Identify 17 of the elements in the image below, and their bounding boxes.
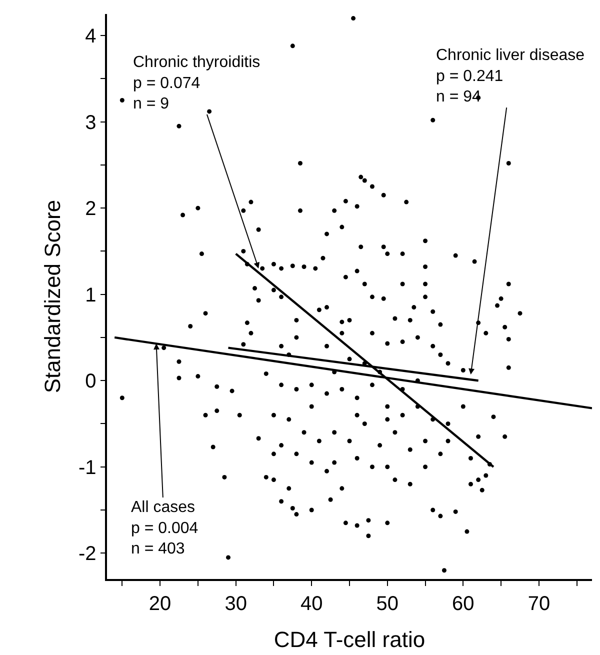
x-tick-label: 50 — [376, 592, 399, 615]
x-tick-label: 30 — [224, 592, 247, 615]
y-tick-label: -2 — [78, 543, 96, 566]
x-axis-title: CD4 T-cell ratio — [274, 627, 426, 652]
annotation: All cases p = 0.004 n = 403 — [131, 499, 198, 558]
x-tick-label: 20 — [148, 592, 172, 615]
y-tick-label: 3 — [85, 112, 96, 134]
y-tick-label: -1 — [78, 456, 96, 479]
x-tick-label: 70 — [528, 592, 550, 615]
y-tick-label: 4 — [85, 26, 96, 48]
y-tick-label: 2 — [85, 198, 96, 220]
y-axis-title: Standardized Score — [40, 200, 65, 394]
x-tick-label: 40 — [300, 592, 323, 615]
y-tick-label: 1 — [85, 284, 96, 306]
y-tick-label: 0 — [85, 370, 96, 393]
x-tick-label: 60 — [452, 592, 474, 615]
annotation: Chronic thyroiditis p = 0.074 n = 9 — [133, 54, 260, 113]
